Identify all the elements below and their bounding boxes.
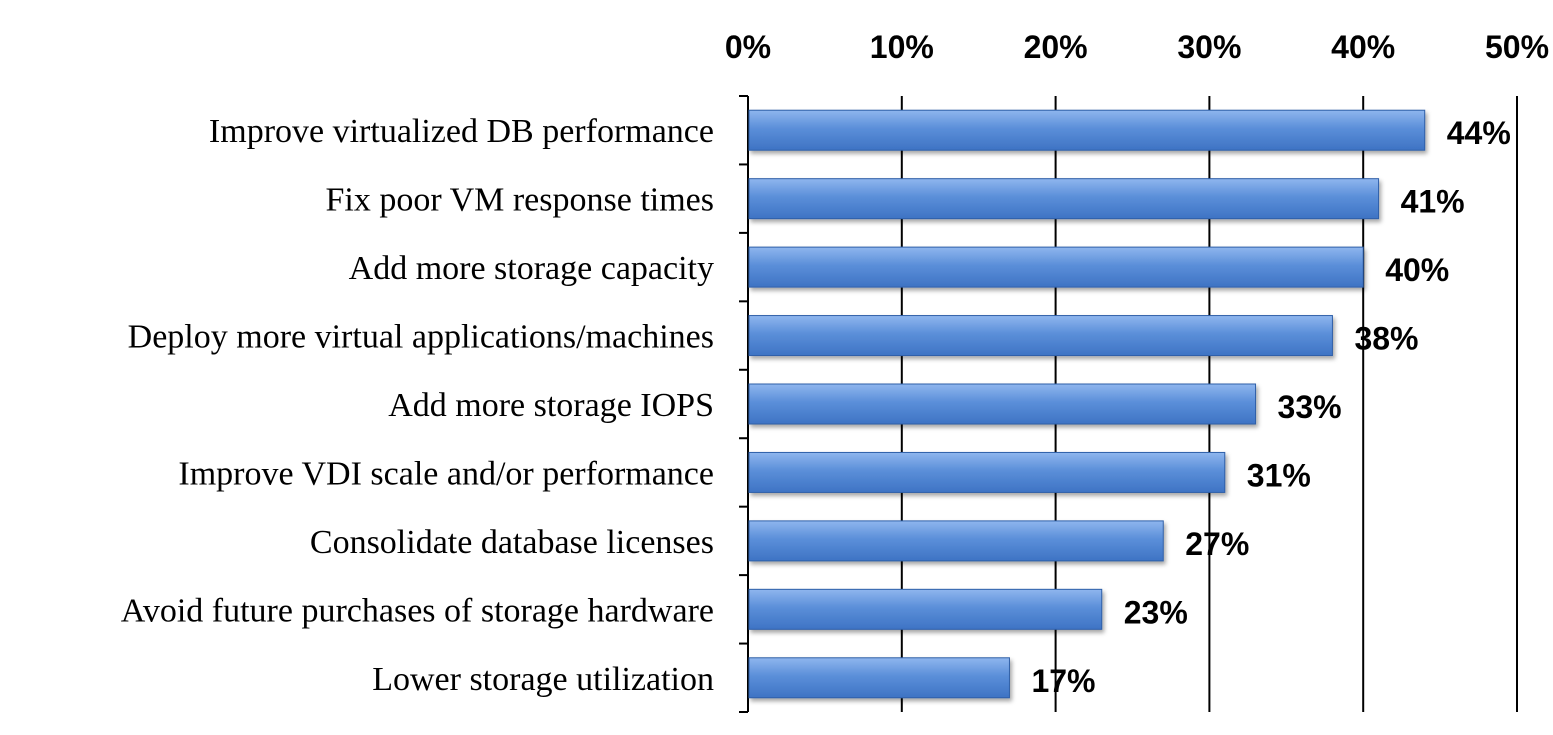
x-tick-label: 40%	[1331, 29, 1395, 65]
value-label: 27%	[1185, 526, 1249, 562]
value-label: 23%	[1124, 594, 1188, 630]
bar	[748, 383, 1257, 425]
category-label: Add more storage IOPS	[388, 387, 714, 424]
bar	[748, 588, 1103, 630]
category-label: Avoid future purchases of storage hardwa…	[121, 592, 714, 629]
bar	[748, 246, 1364, 288]
x-tick-label: 30%	[1177, 29, 1241, 65]
value-label: 33%	[1278, 389, 1342, 425]
category-label: Lower storage utilization	[372, 661, 714, 698]
category-label: Add more storage capacity	[349, 250, 714, 287]
bar	[748, 520, 1164, 562]
bars	[748, 109, 1426, 699]
category-label: Fix poor VM response times	[326, 182, 714, 219]
x-tick-label: 10%	[870, 29, 934, 65]
category-label: Consolidate database licenses	[310, 524, 714, 561]
labels: 0% 10% 20% 30% 40% 50% Improve virtualized DB …	[121, 29, 1549, 699]
value-label: 38%	[1354, 321, 1418, 357]
bar	[748, 657, 1010, 699]
value-label: 41%	[1401, 184, 1465, 220]
x-tick-label: 50%	[1485, 29, 1549, 65]
axes	[739, 95, 749, 713]
bar	[748, 109, 1426, 151]
bar	[748, 315, 1333, 357]
value-label: 17%	[1031, 663, 1095, 699]
x-tick-label: 20%	[1024, 29, 1088, 65]
category-label: Deploy more virtual applications/machine…	[128, 319, 714, 356]
bar	[748, 178, 1380, 220]
bar	[748, 451, 1226, 493]
category-label: Improve virtualized DB performance	[209, 113, 714, 150]
value-label: 31%	[1247, 457, 1311, 493]
value-label: 40%	[1385, 252, 1449, 288]
category-label: Improve VDI scale and/or performance	[178, 455, 714, 492]
x-tick-label: 0%	[725, 29, 771, 65]
value-label: 44%	[1447, 115, 1511, 151]
